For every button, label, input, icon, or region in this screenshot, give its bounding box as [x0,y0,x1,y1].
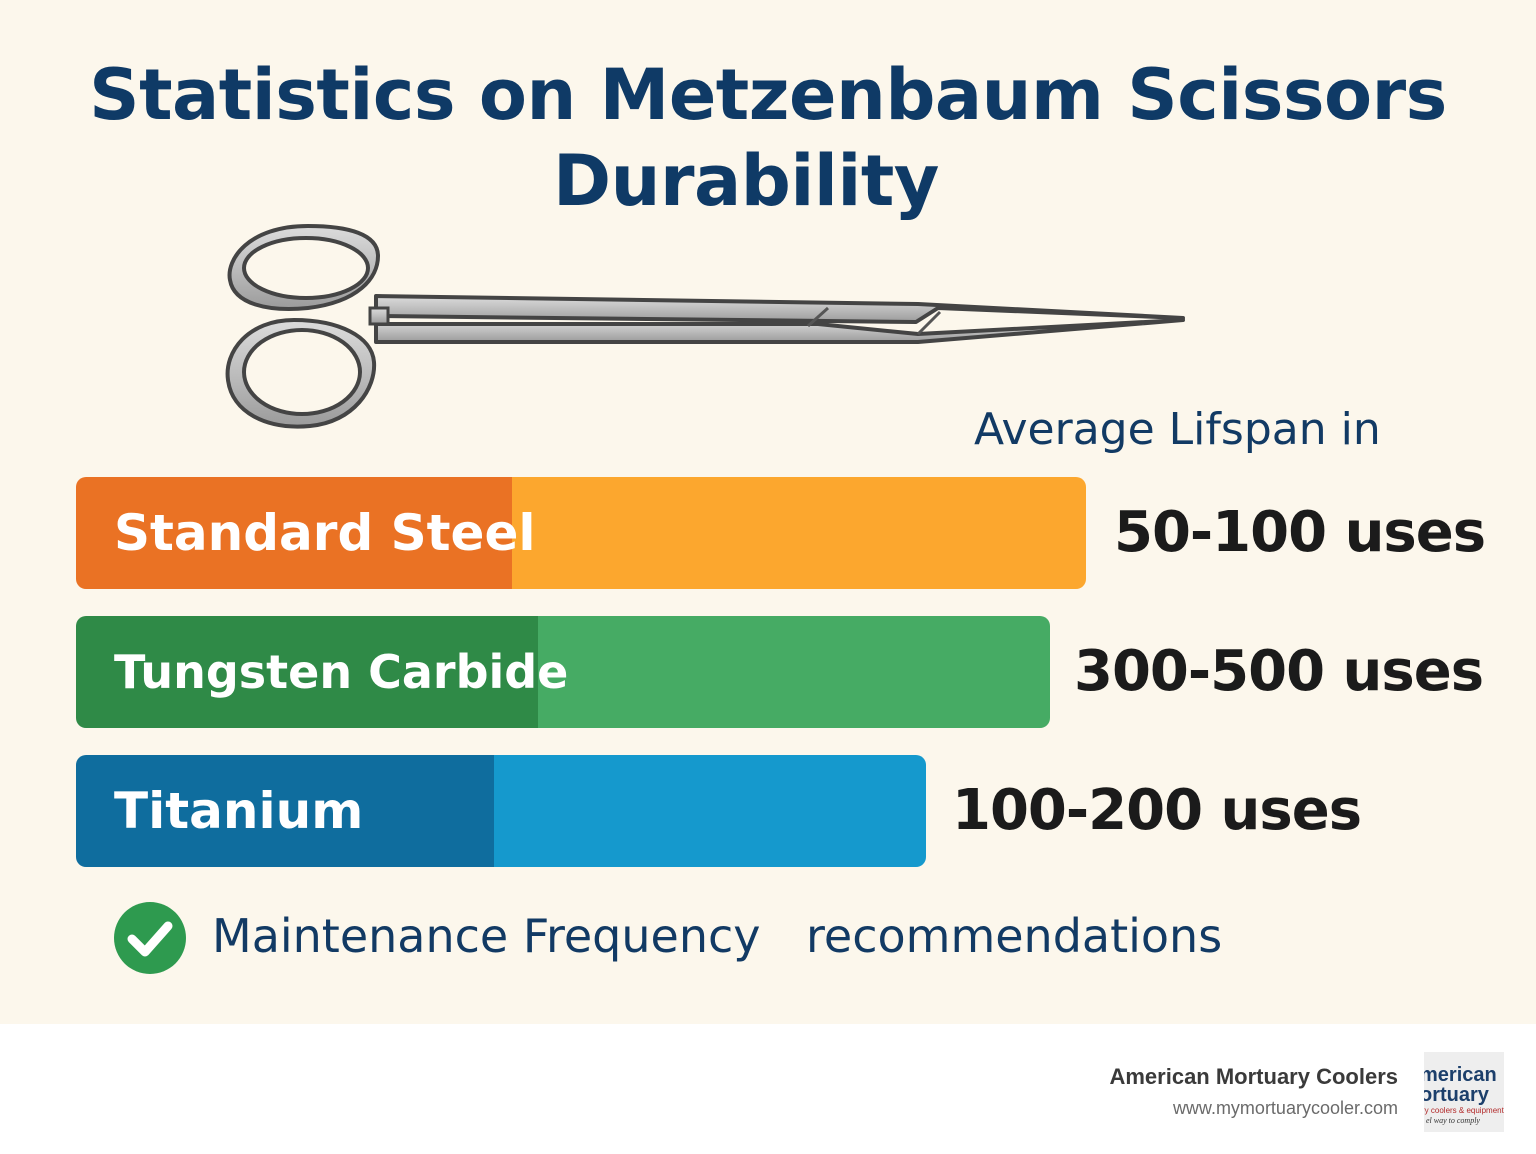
metzenbaum-scissors-icon [225,223,1185,429]
bar-standard-steel: Standard Steel [76,477,1086,589]
bar-tungsten-carbide-dark-segment [76,616,538,728]
logo-text-line-3: ry coolers & equipment [1424,1106,1504,1115]
bar-titanium-light-segment [494,755,926,867]
bar-tungsten-carbide-light-segment [538,616,1050,728]
value-label-standard-steel: 50-100 uses [1114,500,1486,565]
infographic-panel: Statistics on Metzenbaum Scissors Durabi… [0,0,1536,1024]
logo-text-line-4: el way to comply [1426,1116,1480,1125]
brand-name: American Mortuary Coolers [1109,1064,1398,1089]
checkmark-circle-icon [114,902,186,974]
value-axis-label: Average Lifspan in [974,404,1381,455]
footnote-maintenance-frequency: Maintenance Frequency [212,909,761,963]
bar-label-standard-steel: Standard Steel [114,504,536,562]
logo-text-line-2: ortuary [1424,1084,1489,1106]
value-label-titanium: 100-200 uses [952,778,1362,843]
bar-standard-steel-light-segment [512,477,1086,589]
brand-url: www.mymortuarycooler.com [1172,1098,1398,1118]
brand-logo: merican ortuary ry coolers & equipment e… [1424,1052,1504,1132]
chart-title-line-2: Durability [553,140,939,222]
bar-label-tungsten-carbide: Tungsten Carbide [114,645,569,699]
logo-text-line-1: merican [1424,1064,1497,1086]
footnote-recommendations: recommendations [806,909,1223,963]
chart-title-line-1: Statistics on Metzenbaum Scissors [89,54,1447,136]
bar-titanium: Titanium [76,755,926,867]
bar-label-titanium: Titanium [114,782,364,840]
bar-tungsten-carbide: Tungsten Carbide [76,616,1050,728]
bar-titanium-dark-segment [76,755,494,867]
value-label-tungsten-carbide: 300-500 uses [1074,639,1484,704]
chart-title: Statistics on Metzenbaum Scissors Durabi… [0,52,1536,224]
bar-standard-steel-dark-segment [76,477,512,589]
